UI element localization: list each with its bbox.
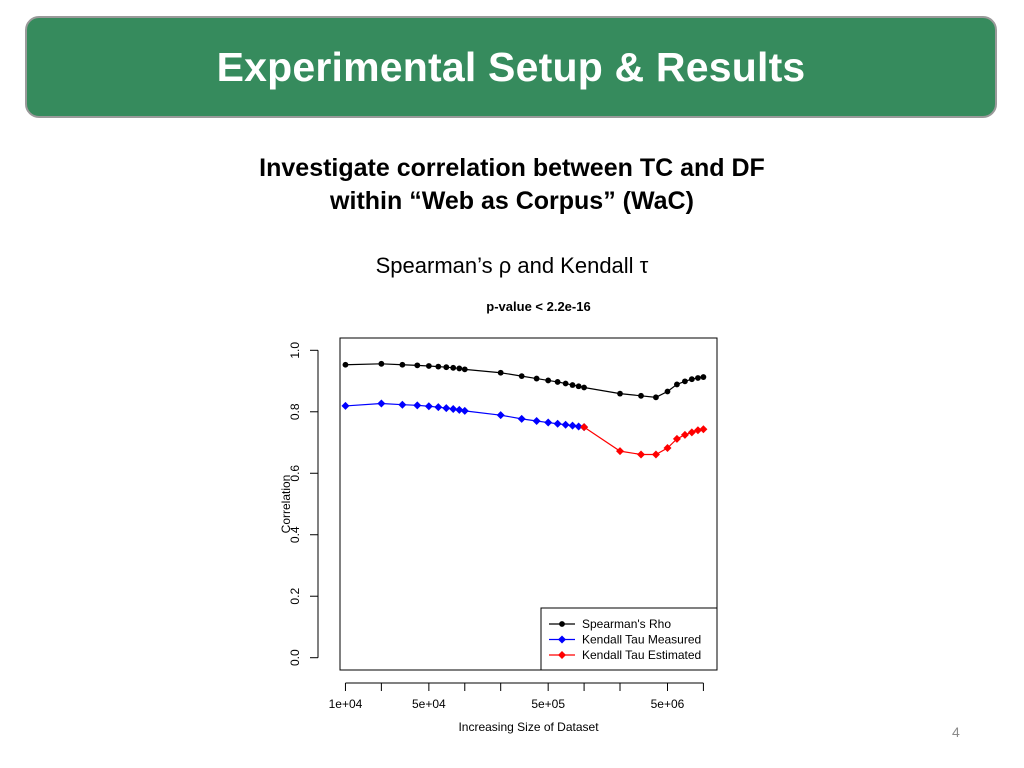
data-point — [497, 369, 504, 376]
data-point — [638, 392, 644, 399]
data-point — [637, 450, 646, 459]
data-point — [687, 428, 696, 437]
data-point — [569, 382, 576, 388]
x-axis-label: Increasing Size of Dataset — [458, 720, 599, 734]
data-point — [568, 421, 577, 430]
data-point — [616, 447, 625, 456]
page-number: 4 — [952, 724, 960, 740]
data-point — [695, 375, 701, 381]
y-tick-label: 0.0 — [288, 649, 302, 666]
data-point — [558, 635, 566, 644]
data-point — [680, 430, 689, 439]
data-point — [575, 383, 582, 390]
data-point — [581, 384, 587, 391]
y-tick-label: 0.8 — [288, 403, 302, 420]
data-point — [518, 373, 525, 380]
data-point — [554, 379, 561, 385]
data-point — [425, 363, 432, 369]
kendall-tau-estimated-line — [583, 426, 704, 456]
x-tick-label: 1e+04 — [329, 697, 363, 711]
y-tick-label: 0.6 — [288, 465, 302, 482]
data-point — [413, 401, 422, 410]
data-point — [443, 364, 450, 371]
data-point — [434, 403, 443, 412]
slide-subtitle: Investigate correlation between TC and D… — [0, 152, 1024, 218]
subtitle-line-2: within “Web as Corpus” (WaC) — [330, 187, 694, 215]
y-tick-label: 0.2 — [288, 588, 302, 605]
data-point — [663, 444, 672, 453]
data-point — [399, 361, 406, 368]
data-point — [651, 450, 660, 459]
data-point — [688, 376, 695, 383]
data-point — [699, 425, 708, 434]
data-point — [617, 390, 623, 397]
spearman-s-rho-line — [345, 363, 704, 398]
legend-label: Kendall Tau Measured — [582, 633, 701, 647]
data-point — [580, 423, 589, 432]
slide-title: Experimental Setup & Results — [216, 43, 806, 90]
data-point — [653, 394, 659, 401]
data-point — [378, 360, 385, 367]
data-point — [496, 411, 505, 420]
data-point — [700, 374, 707, 380]
data-point — [693, 426, 702, 435]
data-point — [414, 362, 421, 369]
data-point — [533, 375, 540, 382]
plot-frame — [339, 337, 718, 671]
data-point — [664, 388, 671, 395]
data-point — [435, 363, 442, 370]
data-point — [558, 651, 566, 659]
x-tick-label: 5e+06 — [651, 697, 685, 711]
y-tick-label: 0.4 — [288, 526, 302, 543]
data-point — [442, 404, 451, 413]
data-point — [532, 417, 541, 425]
data-point — [460, 406, 469, 415]
legend-label: Kendall Tau Estimated — [582, 648, 701, 662]
data-point — [342, 361, 349, 368]
x-tick-label: 5e+05 — [531, 697, 565, 711]
data-point — [517, 414, 526, 423]
data-point — [398, 400, 407, 409]
y-axis-label: Correlation — [279, 475, 293, 534]
data-point — [561, 420, 570, 429]
slide-title-bar: Experimental Setup & Results — [25, 16, 997, 118]
data-point — [545, 377, 552, 384]
y-tick-label: 1.0 — [288, 342, 302, 359]
data-point — [574, 422, 583, 431]
data-point — [424, 402, 433, 411]
chart-title: p-value < 2.2e-16 — [486, 299, 590, 314]
stats-line: Spearman’s ρ and Kendall τ — [375, 253, 649, 278]
data-point — [544, 418, 553, 427]
legend-label: Spearman's Rho — [582, 617, 671, 631]
data-point — [341, 401, 350, 410]
subtitle-line-1: Investigate correlation between TC and D… — [259, 154, 765, 182]
data-point — [674, 381, 680, 388]
data-point — [455, 405, 464, 414]
data-point — [559, 621, 565, 627]
data-point — [456, 365, 463, 372]
data-point — [682, 378, 688, 385]
correlation-chart: p-value < 2.2e-16 0.0 0.2 0.4 0.6 0.8 1.0 Corre… — [279, 299, 718, 734]
data-point — [672, 434, 681, 443]
data-point — [449, 405, 458, 414]
data-point — [377, 399, 386, 408]
data-point — [450, 364, 457, 371]
x-tick-label: 5e+04 — [412, 697, 446, 711]
data-point — [562, 380, 569, 387]
data-point — [553, 419, 562, 428]
data-point — [461, 366, 468, 373]
